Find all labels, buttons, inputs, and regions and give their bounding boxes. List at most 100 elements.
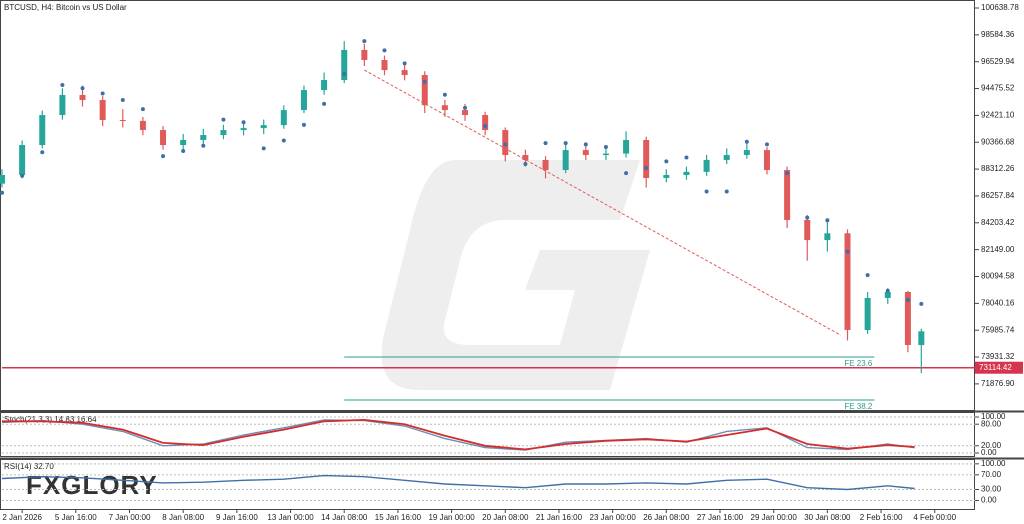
candle-body [683, 171, 690, 176]
candle-body [763, 150, 770, 171]
sar-dot [241, 120, 246, 125]
sar-dot [624, 171, 629, 176]
candle-body [19, 145, 26, 176]
sar-dot [845, 249, 850, 254]
watermark-shape [381, 160, 650, 390]
sar-dot [281, 138, 286, 143]
candle-body [623, 139, 630, 154]
chart-title: BTCUSD, H4: Bitcoin vs US Dollar [4, 3, 127, 12]
candle-body [0, 175, 5, 184]
candle-body [180, 139, 187, 146]
sar-dot [684, 155, 689, 160]
y-tick-label: 94475.52 [981, 84, 1015, 93]
y-tick-label: 78040.16 [981, 298, 1015, 307]
sar-dot [342, 71, 347, 76]
candle-body [602, 153, 609, 156]
sar-dot [885, 288, 890, 293]
sar-dot [523, 162, 528, 167]
x-tick-label: 14 Jan 08:00 [321, 513, 368, 522]
sar-dot [40, 150, 45, 155]
sar-dot [865, 273, 870, 278]
sar-dot [463, 105, 468, 110]
y-tick-label: 84203.42 [981, 218, 1015, 227]
sar-dot [161, 154, 166, 159]
sar-dot [664, 159, 669, 164]
candle-body [280, 110, 287, 126]
sar-dot [583, 142, 588, 147]
x-tick-label: 2 Jan 2026 [2, 513, 42, 522]
sar-dot [221, 117, 226, 122]
indicator-line [1, 474, 915, 491]
y-tick-label: 90366.68 [981, 137, 1015, 146]
sar-dot [644, 165, 649, 170]
x-tick-label: 5 Jan 16:00 [55, 513, 97, 522]
candle-body [401, 70, 408, 76]
sar-dot [100, 91, 105, 96]
candle-body [918, 331, 925, 346]
price-tag-label: 73114.42 [979, 363, 1012, 372]
candle-body [59, 95, 66, 116]
sar-dot [80, 86, 85, 91]
x-tick-label: 13 Jan 00:00 [267, 513, 314, 522]
x-tick-label: 23 Jan 00:00 [590, 513, 637, 522]
candle-body [784, 170, 791, 220]
y-tick-label: 86257.84 [981, 191, 1015, 200]
y-tick-label: 0.00 [981, 496, 997, 505]
fibo-label: FE 38.2 [844, 402, 873, 411]
candle-body [643, 139, 650, 179]
y-tick-label: 30.00 [981, 485, 1002, 494]
sar-dot [362, 39, 367, 44]
sar-dot [0, 190, 4, 195]
x-tick-label: 26 Jan 08:00 [643, 513, 690, 522]
indicator-line [2, 418, 915, 451]
candle-body [119, 119, 126, 121]
sar-dot [483, 124, 488, 129]
candle-body [904, 291, 911, 346]
sar-dot [301, 122, 306, 127]
sar-dot [201, 143, 206, 148]
sar-dot [382, 48, 387, 53]
y-tick-label: 0.00 [981, 448, 997, 457]
sar-dot [261, 146, 266, 151]
x-tick-label: 4 Feb 00:00 [913, 513, 956, 522]
sar-dot [543, 141, 548, 146]
sar-dot [120, 97, 125, 102]
x-tick-label: 7 Jan 00:00 [109, 513, 151, 522]
candle-body [462, 110, 469, 116]
y-tick-label: 100.00 [981, 412, 1006, 421]
y-tick-label: 80.00 [981, 419, 1002, 428]
x-tick-label: 19 Jan 00:00 [428, 513, 475, 522]
x-tick-label: 21 Jan 16:00 [536, 513, 583, 522]
sar-dot [785, 171, 790, 176]
watermark [381, 160, 650, 390]
sar-dot [919, 301, 924, 306]
y-tick-label: 82149.00 [981, 245, 1015, 254]
sar-dot [905, 297, 910, 302]
candle-body [260, 125, 267, 129]
x-tick-label: 9 Jan 16:00 [216, 513, 258, 522]
candle-body [79, 95, 86, 100]
candle-body [482, 115, 489, 131]
candle-body [341, 49, 348, 80]
candle-body [321, 79, 328, 91]
candle-body [864, 297, 871, 331]
y-tick-label: 100638.78 [981, 3, 1019, 12]
candle-body [361, 49, 368, 60]
candle-body [200, 135, 207, 140]
candle-body [562, 150, 569, 171]
candle-body [381, 59, 388, 71]
y-tick-label: 75985.74 [981, 325, 1015, 334]
panels [0, 0, 1024, 510]
x-tick-label: 29 Jan 00:00 [751, 513, 798, 522]
sar-dot [744, 139, 749, 144]
sar-dot [140, 107, 145, 112]
x-tick-label: 20 Jan 08:00 [482, 513, 529, 522]
candle-body [139, 120, 146, 131]
y-tick-label: 71876.90 [981, 379, 1015, 388]
candle-body [240, 128, 247, 131]
sar-dot [20, 173, 25, 178]
sar-dot [603, 145, 608, 150]
sar-dot [181, 148, 186, 153]
sar-dot [704, 189, 709, 194]
